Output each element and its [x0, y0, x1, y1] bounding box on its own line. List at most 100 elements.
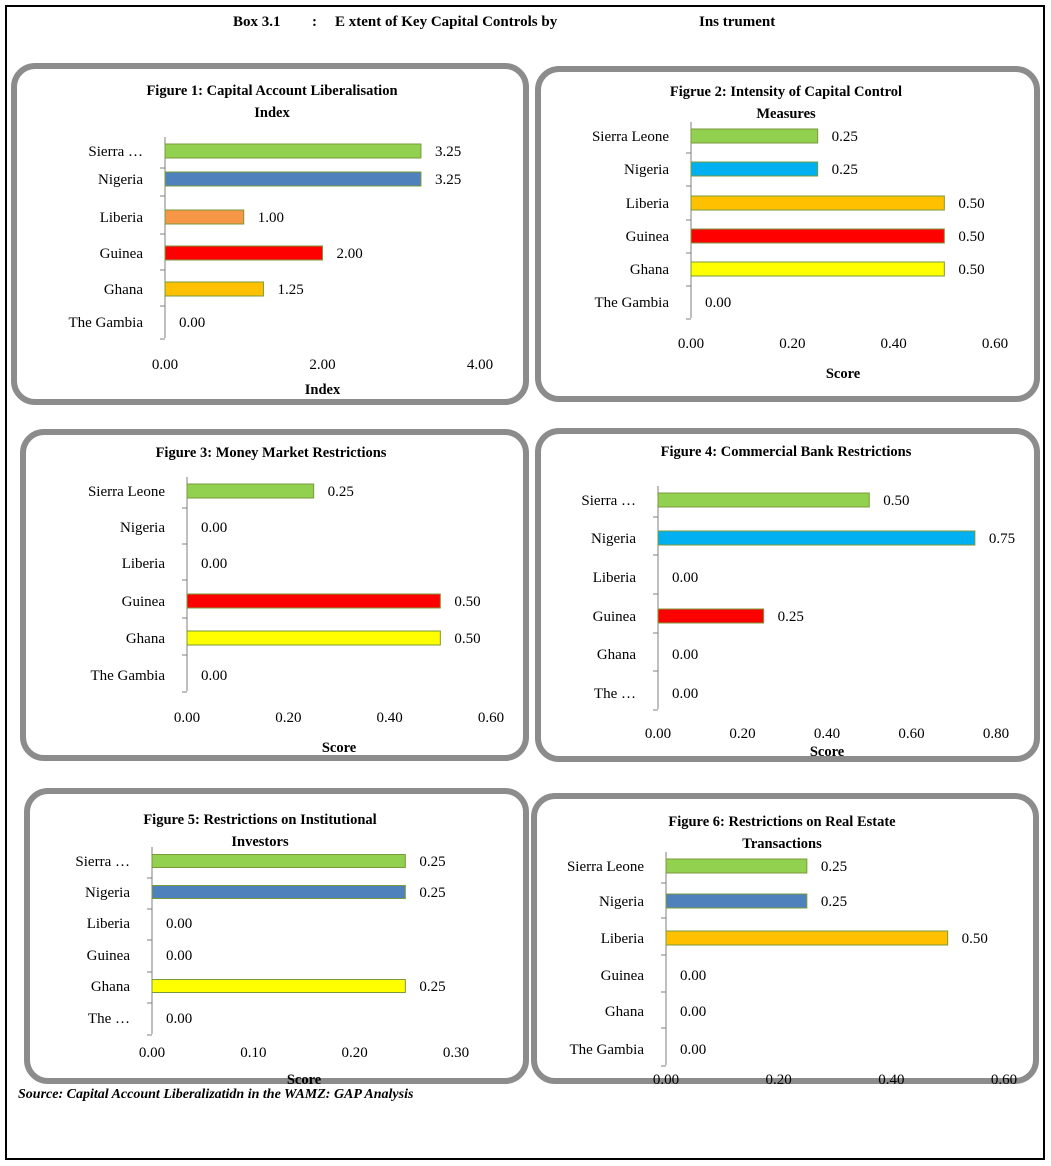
box-frame: [5, 5, 1045, 1160]
figure-6-panel: Figure 6: Restrictions on Real Estate Tra…: [531, 793, 1039, 1090]
category-label: Guinea: [122, 594, 166, 610]
figure-title-line: Figure 1: Capital Account Liberalisation: [146, 83, 397, 99]
x-axis-title: Score: [818, 1089, 853, 1090]
category-label: Guinea: [626, 229, 670, 245]
value-label: 0.00: [201, 556, 227, 572]
value-label: 3.25: [435, 144, 461, 160]
category-label: Nigeria: [624, 162, 669, 178]
figure-5-chart: Figure 5: Restrictions on Institutional I…: [75, 812, 469, 1088]
x-axis-title: Score: [826, 366, 861, 382]
bar-5: [690, 261, 945, 277]
value-label: 0.25: [419, 979, 445, 995]
bar-5: [186, 630, 441, 646]
value-label: 0.25: [778, 609, 804, 625]
category-label: Liberia: [601, 931, 645, 947]
value-label: 0.50: [958, 229, 984, 245]
bar-1: [151, 854, 406, 868]
category-label: Liberia: [122, 556, 166, 572]
category-label: Sierra …: [581, 493, 636, 509]
x-tick-label: 0.00: [174, 710, 200, 726]
x-tick-label: 0.60: [478, 710, 504, 726]
source-note: Source: Capital Account Liberalizatidn i…: [18, 1087, 414, 1102]
bar-1: [665, 858, 808, 874]
category-label: Ghana: [104, 282, 143, 298]
value-label: 0.25: [328, 484, 354, 500]
x-tick-label: 0.00: [139, 1045, 165, 1061]
value-label: 0.00: [680, 968, 706, 984]
x-axis-title: Score: [322, 740, 357, 756]
category-label: Guinea: [593, 609, 637, 625]
bar-5: [164, 281, 264, 297]
value-label: 0.50: [962, 931, 988, 947]
value-label: 0.50: [958, 196, 984, 212]
box-title-part2: Ins trument: [699, 14, 776, 30]
category-label: Nigeria: [599, 894, 644, 910]
category-label: Sierra …: [88, 144, 143, 160]
x-tick-label: 0.20: [729, 726, 755, 742]
value-label: 0.25: [821, 894, 847, 910]
value-label: 0.25: [832, 129, 858, 145]
category-label: Sierra Leone: [567, 859, 644, 875]
bar-3: [665, 930, 949, 946]
x-tick-label: 0.20: [766, 1072, 792, 1088]
value-label: 0.00: [680, 1004, 706, 1020]
category-label: The Gambia: [68, 315, 143, 331]
value-label: 0.00: [672, 570, 698, 586]
category-label: Sierra …: [75, 854, 130, 870]
figure-title-line: Figure 6: Restrictions on Real Estate: [668, 814, 896, 830]
value-label: 0.50: [454, 631, 480, 647]
box-header: Box 3.1 : E xtent of Key Capital Control…: [0, 14, 1051, 34]
category-label: Sierra Leone: [88, 484, 165, 500]
x-tick-label: 0.20: [342, 1045, 368, 1061]
x-tick-label: 0.40: [878, 1072, 904, 1088]
x-tick-label: 0.40: [377, 710, 403, 726]
bar-3: [690, 195, 945, 211]
figure-1-chart: Figure 1: Capital Account Liberalisation…: [68, 83, 493, 398]
x-tick-label: 0.00: [678, 336, 704, 352]
value-label: 3.25: [435, 172, 461, 188]
figure-5-panel: Figure 5: Restrictions on Institutional I…: [24, 788, 529, 1088]
category-label: Guinea: [601, 968, 645, 984]
box-colon: :: [312, 14, 317, 30]
category-label: The …: [88, 1011, 130, 1027]
category-label: Guinea: [100, 246, 144, 262]
figure-3-panel: Figure 3: Money Market Restrictions Sierr…: [20, 429, 529, 761]
bar-4: [690, 228, 945, 244]
value-label: 0.25: [419, 885, 445, 901]
figure-3-chart: Figure 3: Money Market Restrictions Sierr…: [88, 445, 504, 756]
figure-6-chart: Figure 6: Restrictions on Real Estate Tra…: [567, 814, 1017, 1090]
figure-title-line: Figure 4: Commercial Bank Restrictions: [661, 444, 912, 460]
x-tick-label: 2.00: [309, 357, 335, 373]
value-label: 0.00: [672, 686, 698, 702]
x-tick-label: 0.00: [152, 357, 178, 373]
box-title-part1: E xtent of Key Capital Controls by: [335, 14, 558, 30]
x-axis-title: Score: [287, 1072, 322, 1088]
bar-1: [164, 143, 422, 159]
value-label: 0.00: [166, 1011, 192, 1027]
bar-1: [690, 128, 819, 144]
category-label: Ghana: [630, 262, 669, 278]
x-tick-label: 0.60: [991, 1072, 1017, 1088]
category-label: Guinea: [87, 948, 131, 964]
category-label: Liberia: [593, 570, 637, 586]
figure-1-panel: Figure 1: Capital Account Liberalisation…: [11, 63, 529, 405]
value-label: 0.00: [179, 315, 205, 331]
bar-2: [657, 530, 976, 546]
bar-5: [151, 979, 406, 993]
bar-2: [151, 885, 406, 899]
category-label: The Gambia: [569, 1042, 644, 1058]
x-tick-label: 0.00: [653, 1072, 679, 1088]
value-label: 0.00: [705, 295, 731, 311]
value-label: 1.25: [277, 282, 303, 298]
category-label: The …: [594, 686, 636, 702]
x-axis-title: Index: [305, 382, 341, 398]
x-tick-label: 0.20: [275, 710, 301, 726]
category-label: Nigeria: [98, 172, 143, 188]
x-tick-label: 0.40: [881, 336, 907, 352]
figure-2-panel: Figrue 2: Intensity of Capital Control Me…: [535, 66, 1040, 402]
category-label: Ghana: [91, 979, 130, 995]
bar-4: [164, 245, 323, 261]
category-label: The Gambia: [594, 295, 669, 311]
category-label: Nigeria: [120, 520, 165, 536]
value-label: 0.00: [201, 668, 227, 684]
